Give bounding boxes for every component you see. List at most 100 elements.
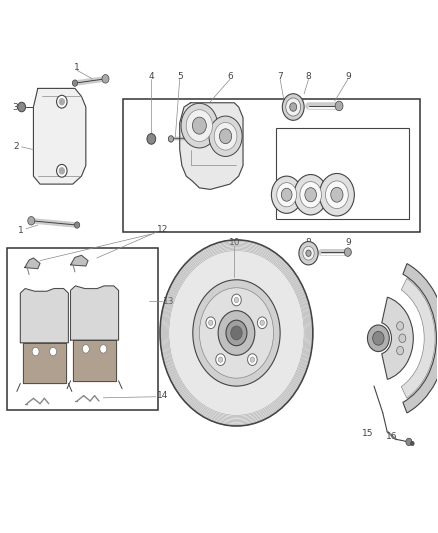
Circle shape (331, 187, 343, 202)
Circle shape (411, 441, 414, 446)
Circle shape (319, 173, 354, 216)
Circle shape (181, 103, 218, 148)
Bar (123, 99, 420, 232)
Text: 2: 2 (13, 142, 19, 151)
Circle shape (299, 241, 318, 265)
Polygon shape (22, 343, 66, 383)
Text: 5: 5 (177, 71, 183, 80)
Circle shape (74, 222, 80, 228)
Polygon shape (20, 288, 68, 343)
Circle shape (283, 94, 304, 120)
Text: 16: 16 (386, 432, 397, 441)
Wedge shape (382, 297, 413, 379)
Polygon shape (71, 255, 88, 266)
Circle shape (226, 320, 247, 346)
Text: 13: 13 (163, 296, 174, 305)
Circle shape (160, 240, 313, 426)
Circle shape (219, 357, 223, 362)
Circle shape (397, 346, 404, 355)
Circle shape (216, 354, 226, 366)
Polygon shape (33, 88, 86, 184)
Circle shape (258, 317, 267, 329)
Circle shape (206, 317, 215, 329)
Wedge shape (410, 269, 438, 408)
Circle shape (406, 438, 412, 446)
Circle shape (59, 99, 64, 105)
Circle shape (232, 294, 241, 306)
Text: 3: 3 (12, 102, 18, 111)
Circle shape (199, 288, 274, 378)
Circle shape (335, 101, 343, 111)
Wedge shape (409, 273, 438, 403)
Circle shape (82, 345, 89, 353)
Circle shape (57, 95, 67, 108)
Circle shape (219, 129, 232, 144)
Wedge shape (411, 268, 438, 409)
Text: 8: 8 (306, 71, 311, 80)
Polygon shape (180, 103, 243, 189)
Polygon shape (73, 340, 117, 381)
Circle shape (218, 311, 255, 356)
Circle shape (57, 165, 67, 177)
Text: 12: 12 (156, 225, 168, 234)
Wedge shape (401, 278, 435, 398)
Circle shape (49, 348, 57, 356)
Circle shape (277, 183, 297, 207)
Polygon shape (71, 286, 119, 340)
Circle shape (272, 176, 302, 213)
Circle shape (28, 216, 35, 225)
Polygon shape (25, 258, 40, 269)
Wedge shape (410, 270, 438, 407)
Circle shape (367, 325, 389, 352)
Wedge shape (408, 275, 438, 401)
Text: 7: 7 (277, 71, 283, 80)
Circle shape (168, 136, 173, 142)
Circle shape (397, 321, 404, 330)
Circle shape (373, 332, 384, 345)
Text: 4: 4 (148, 71, 154, 80)
Circle shape (209, 116, 242, 157)
Circle shape (72, 80, 78, 86)
Circle shape (208, 320, 213, 326)
Wedge shape (412, 267, 438, 410)
Circle shape (260, 320, 265, 326)
Wedge shape (403, 264, 438, 413)
Text: 15: 15 (362, 430, 373, 439)
Circle shape (290, 103, 297, 111)
Circle shape (300, 182, 321, 208)
Circle shape (250, 357, 254, 362)
Circle shape (344, 248, 351, 256)
Circle shape (234, 297, 239, 303)
Wedge shape (410, 271, 438, 406)
Circle shape (59, 167, 64, 174)
Circle shape (231, 326, 242, 340)
Wedge shape (407, 276, 437, 400)
Circle shape (214, 123, 237, 150)
Bar (276, 128, 409, 219)
Text: 14: 14 (156, 391, 168, 400)
Circle shape (147, 134, 155, 144)
Circle shape (281, 188, 292, 201)
Circle shape (306, 250, 311, 256)
Circle shape (32, 348, 39, 356)
Circle shape (325, 181, 348, 208)
Circle shape (192, 117, 206, 134)
Circle shape (303, 246, 314, 260)
Text: 1: 1 (74, 63, 80, 71)
Text: 9: 9 (345, 71, 351, 80)
Circle shape (294, 174, 327, 215)
Circle shape (399, 334, 406, 343)
Circle shape (186, 110, 212, 142)
Wedge shape (409, 272, 438, 405)
Circle shape (193, 280, 280, 386)
Circle shape (100, 345, 107, 353)
Text: 8: 8 (306, 238, 311, 247)
Circle shape (247, 354, 257, 366)
Text: 9: 9 (345, 238, 351, 247)
Circle shape (102, 75, 109, 83)
Text: 1: 1 (18, 226, 23, 235)
Wedge shape (408, 274, 438, 402)
Text: 6: 6 (227, 71, 233, 80)
Text: 10: 10 (229, 238, 240, 247)
Circle shape (18, 102, 25, 112)
